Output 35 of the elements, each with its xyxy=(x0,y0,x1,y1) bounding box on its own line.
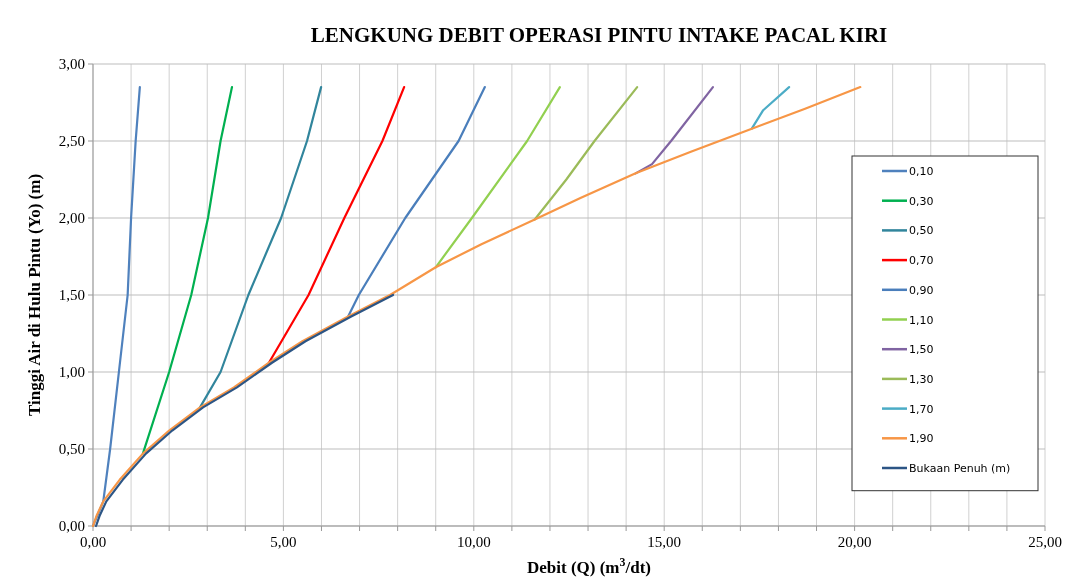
line-series xyxy=(198,86,323,409)
line-series xyxy=(91,86,862,528)
line-series xyxy=(141,86,234,455)
line-series xyxy=(347,86,486,318)
y-tick-label: 0,50 xyxy=(58,441,85,457)
x-tick-label: 10,00 xyxy=(456,534,491,550)
x-axis-title: Debit (Q) (m$^{3}$/dt) xyxy=(527,555,651,577)
y-tick-label: 1,50 xyxy=(58,287,85,303)
legend-label: 1,70 xyxy=(909,402,934,416)
legend-label: 1,50 xyxy=(909,343,934,357)
x-tick-label: 0,00 xyxy=(79,534,107,550)
x-tick-label: 5,00 xyxy=(270,534,297,550)
legend-label: 1,30 xyxy=(909,372,934,386)
y-axis-title: Tinggi Air di Hulu Pintu (Yo) (m) xyxy=(25,173,44,417)
line-series xyxy=(533,86,639,221)
y-tick-label: 3,00 xyxy=(58,56,85,72)
legend-label: 1,10 xyxy=(909,313,934,327)
y-tick-label: 2,50 xyxy=(58,133,85,149)
x-tick-label: 20,00 xyxy=(837,534,872,550)
y-tick-label: 0,00 xyxy=(58,518,85,534)
legend-label: 0,30 xyxy=(909,194,934,208)
legend-label: 1,90 xyxy=(909,432,934,446)
legend-label: 0,70 xyxy=(909,254,934,268)
line-series xyxy=(434,86,561,269)
y-tick-label: 2,00 xyxy=(58,210,85,226)
legend-label: 0,50 xyxy=(909,224,934,238)
legend-label: Bukaan Penuh (m) xyxy=(909,462,1011,475)
y-tick-label: 1,00 xyxy=(58,364,85,380)
line-series xyxy=(267,86,406,364)
x-tick-label: 15,00 xyxy=(647,534,682,550)
chart-title: LENGKUNG DEBIT OPERASI PINTU INTAKE PACAL KIRI xyxy=(310,23,888,47)
line-series xyxy=(94,293,395,528)
x-tick-label: 25,00 xyxy=(1028,534,1062,550)
legend-label: 0,90 xyxy=(909,283,934,297)
legend-label: 0,10 xyxy=(909,165,934,178)
